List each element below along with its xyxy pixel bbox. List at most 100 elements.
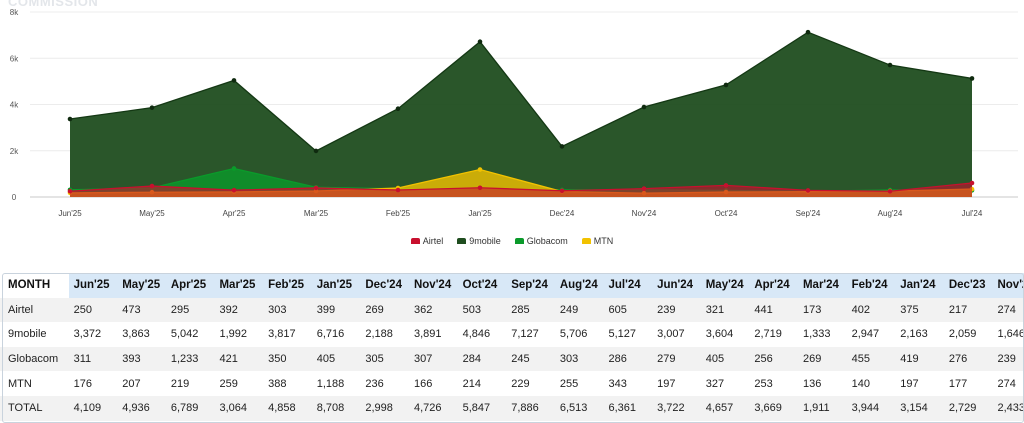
table-cell: 7,127 [511,328,539,341]
table-cell: 8,708 [311,395,361,421]
table-cell: 256 [749,346,798,372]
month-column-header: MONTH [0,273,69,298]
month-column-header[interactable]: Nov'23 [992,273,1024,298]
table-cell: 305 [360,346,409,372]
data-point-mtn [477,167,483,172]
table-cell: 173 [797,297,847,323]
x-tick-label: Jan'25 [468,209,492,218]
data-point-airtel [477,185,483,191]
table-cell: 166 [413,377,433,390]
table-cell: 321 [700,297,750,323]
table-cell: 2,433 [992,395,1024,421]
row-label: TOTAL [0,395,69,421]
legend-label: 9mobile [469,236,501,246]
series-area-airtel [70,183,972,197]
data-point-9mobile [149,105,155,110]
table-cell: 274 [992,297,1024,323]
table-cell: 249 [554,297,604,323]
table-cell: 3,604 [705,328,734,341]
legend-label: Globacom [526,236,568,246]
month-column-header[interactable]: Jan'24 [895,273,944,298]
legend-swatch [514,238,524,244]
data-point-airtel [395,187,401,193]
table-cell: 1,646 [997,328,1024,341]
table-cell: 307 [408,346,458,372]
legend-item-mtn[interactable]: MTN [581,236,613,246]
table-cell: 255 [559,377,579,390]
table-cell: 207 [122,377,141,390]
table-cell: 421 [214,346,264,372]
table-cell: 2,188 [365,328,393,341]
table-cell: 350 [263,346,312,372]
table-cell: 605 [603,297,653,323]
row-label: Globacom [0,346,69,372]
legend-item-airtel[interactable]: Airtel [410,236,444,246]
table-cell: 6,789 [165,395,215,421]
month-column-header[interactable]: Jan'25 [311,273,361,298]
month-column-header[interactable]: Mar'25 [214,273,264,298]
data-point-9mobile [887,62,893,68]
table-cell: 4,109 [68,395,118,421]
month-column-header[interactable]: May'24 [700,273,750,298]
data-point-globacom [231,166,237,171]
table-cell: 419 [895,346,944,372]
table-cell: 3,064 [214,395,264,421]
table-cell: 285 [506,297,555,323]
table-cell: 303 [263,297,312,323]
month-column-header[interactable]: May'25 [117,273,166,298]
legend-swatch [581,238,591,244]
table-cell: 236 [365,377,384,390]
x-tick-label: May'25 [139,209,165,218]
month-column-header[interactable]: Mar'24 [797,273,847,298]
table-cell: 455 [846,346,896,372]
table-cell: 5,127 [608,328,636,341]
x-tick-label: Nov'24 [632,209,657,218]
commission-table-container[interactable]: MONTH Jun'25 May'25 Apr'25 Mar'25 Feb'25 Jan'… [0,273,1024,423]
table-row: Airtel 250 473 295 392 303 399 269 362 503 285 249 6… [0,297,1024,323]
table-row: MTN 176 207 219 259 388 1,188 236 166 214 229 255 34… [0,371,1024,396]
row-label: 9mobile [0,322,69,347]
month-column-header[interactable]: Dec'23 [943,273,993,298]
data-point-airtel [805,188,811,193]
table-cell: 3,007 [657,328,685,341]
table-cell: 214 [462,377,481,390]
month-column-header[interactable]: Oct'24 [457,273,507,298]
table-row: TOTAL 4,109 4,936 6,789 3,064 4,858 8,708 2,998… [0,395,1024,421]
table-cell: 284 [457,346,507,372]
data-point-9mobile [477,39,483,44]
month-column-header[interactable]: Aug'24 [554,273,604,298]
month-column-header[interactable]: Jun'24 [652,273,701,298]
table-cell: 140 [851,377,870,390]
legend-item-9mobile[interactable]: 9mobile [457,236,501,246]
table-cell: 2,729 [943,395,993,421]
month-column-header[interactable]: Jun'25 [68,273,118,298]
legend-item-globacom[interactable]: Globacom [514,236,568,246]
table-cell: 393 [117,346,166,372]
table-cell: 219 [170,377,190,390]
data-point-airtel [313,185,319,191]
x-tick-label: Jun'25 [58,209,82,218]
month-column-header[interactable]: Apr'24 [749,273,798,298]
month-column-header[interactable]: Feb'25 [263,273,312,298]
legend-label: Airtel [422,236,444,246]
table-cell: 473 [117,297,166,323]
month-column-header[interactable]: Apr'25 [165,273,215,298]
data-point-airtel [887,188,893,194]
month-column-header[interactable]: Feb'24 [846,273,896,298]
month-column-header[interactable]: Nov'24 [408,273,458,298]
month-column-header[interactable]: Sep'24 [506,273,555,298]
table-cell: 1,333 [802,328,831,341]
table-cell: 441 [749,297,798,323]
table-cell: 4,858 [263,395,312,421]
table-cell: 177 [948,377,968,390]
table-cell: 4,936 [117,395,166,421]
month-column-header[interactable]: Jul'24 [603,273,653,298]
table-row: 9mobile 3,372 3,863 5,042 1,992 3,817 6,716 2,1… [0,322,1024,347]
data-point-airtel [641,186,647,191]
table-cell: 250 [68,297,118,323]
table-cell: 136 [802,377,822,390]
table-cell: 2,947 [851,328,880,341]
month-column-header[interactable]: Dec'24 [360,273,409,298]
table-cell: 279 [652,346,701,372]
table-cell: 392 [214,297,264,323]
